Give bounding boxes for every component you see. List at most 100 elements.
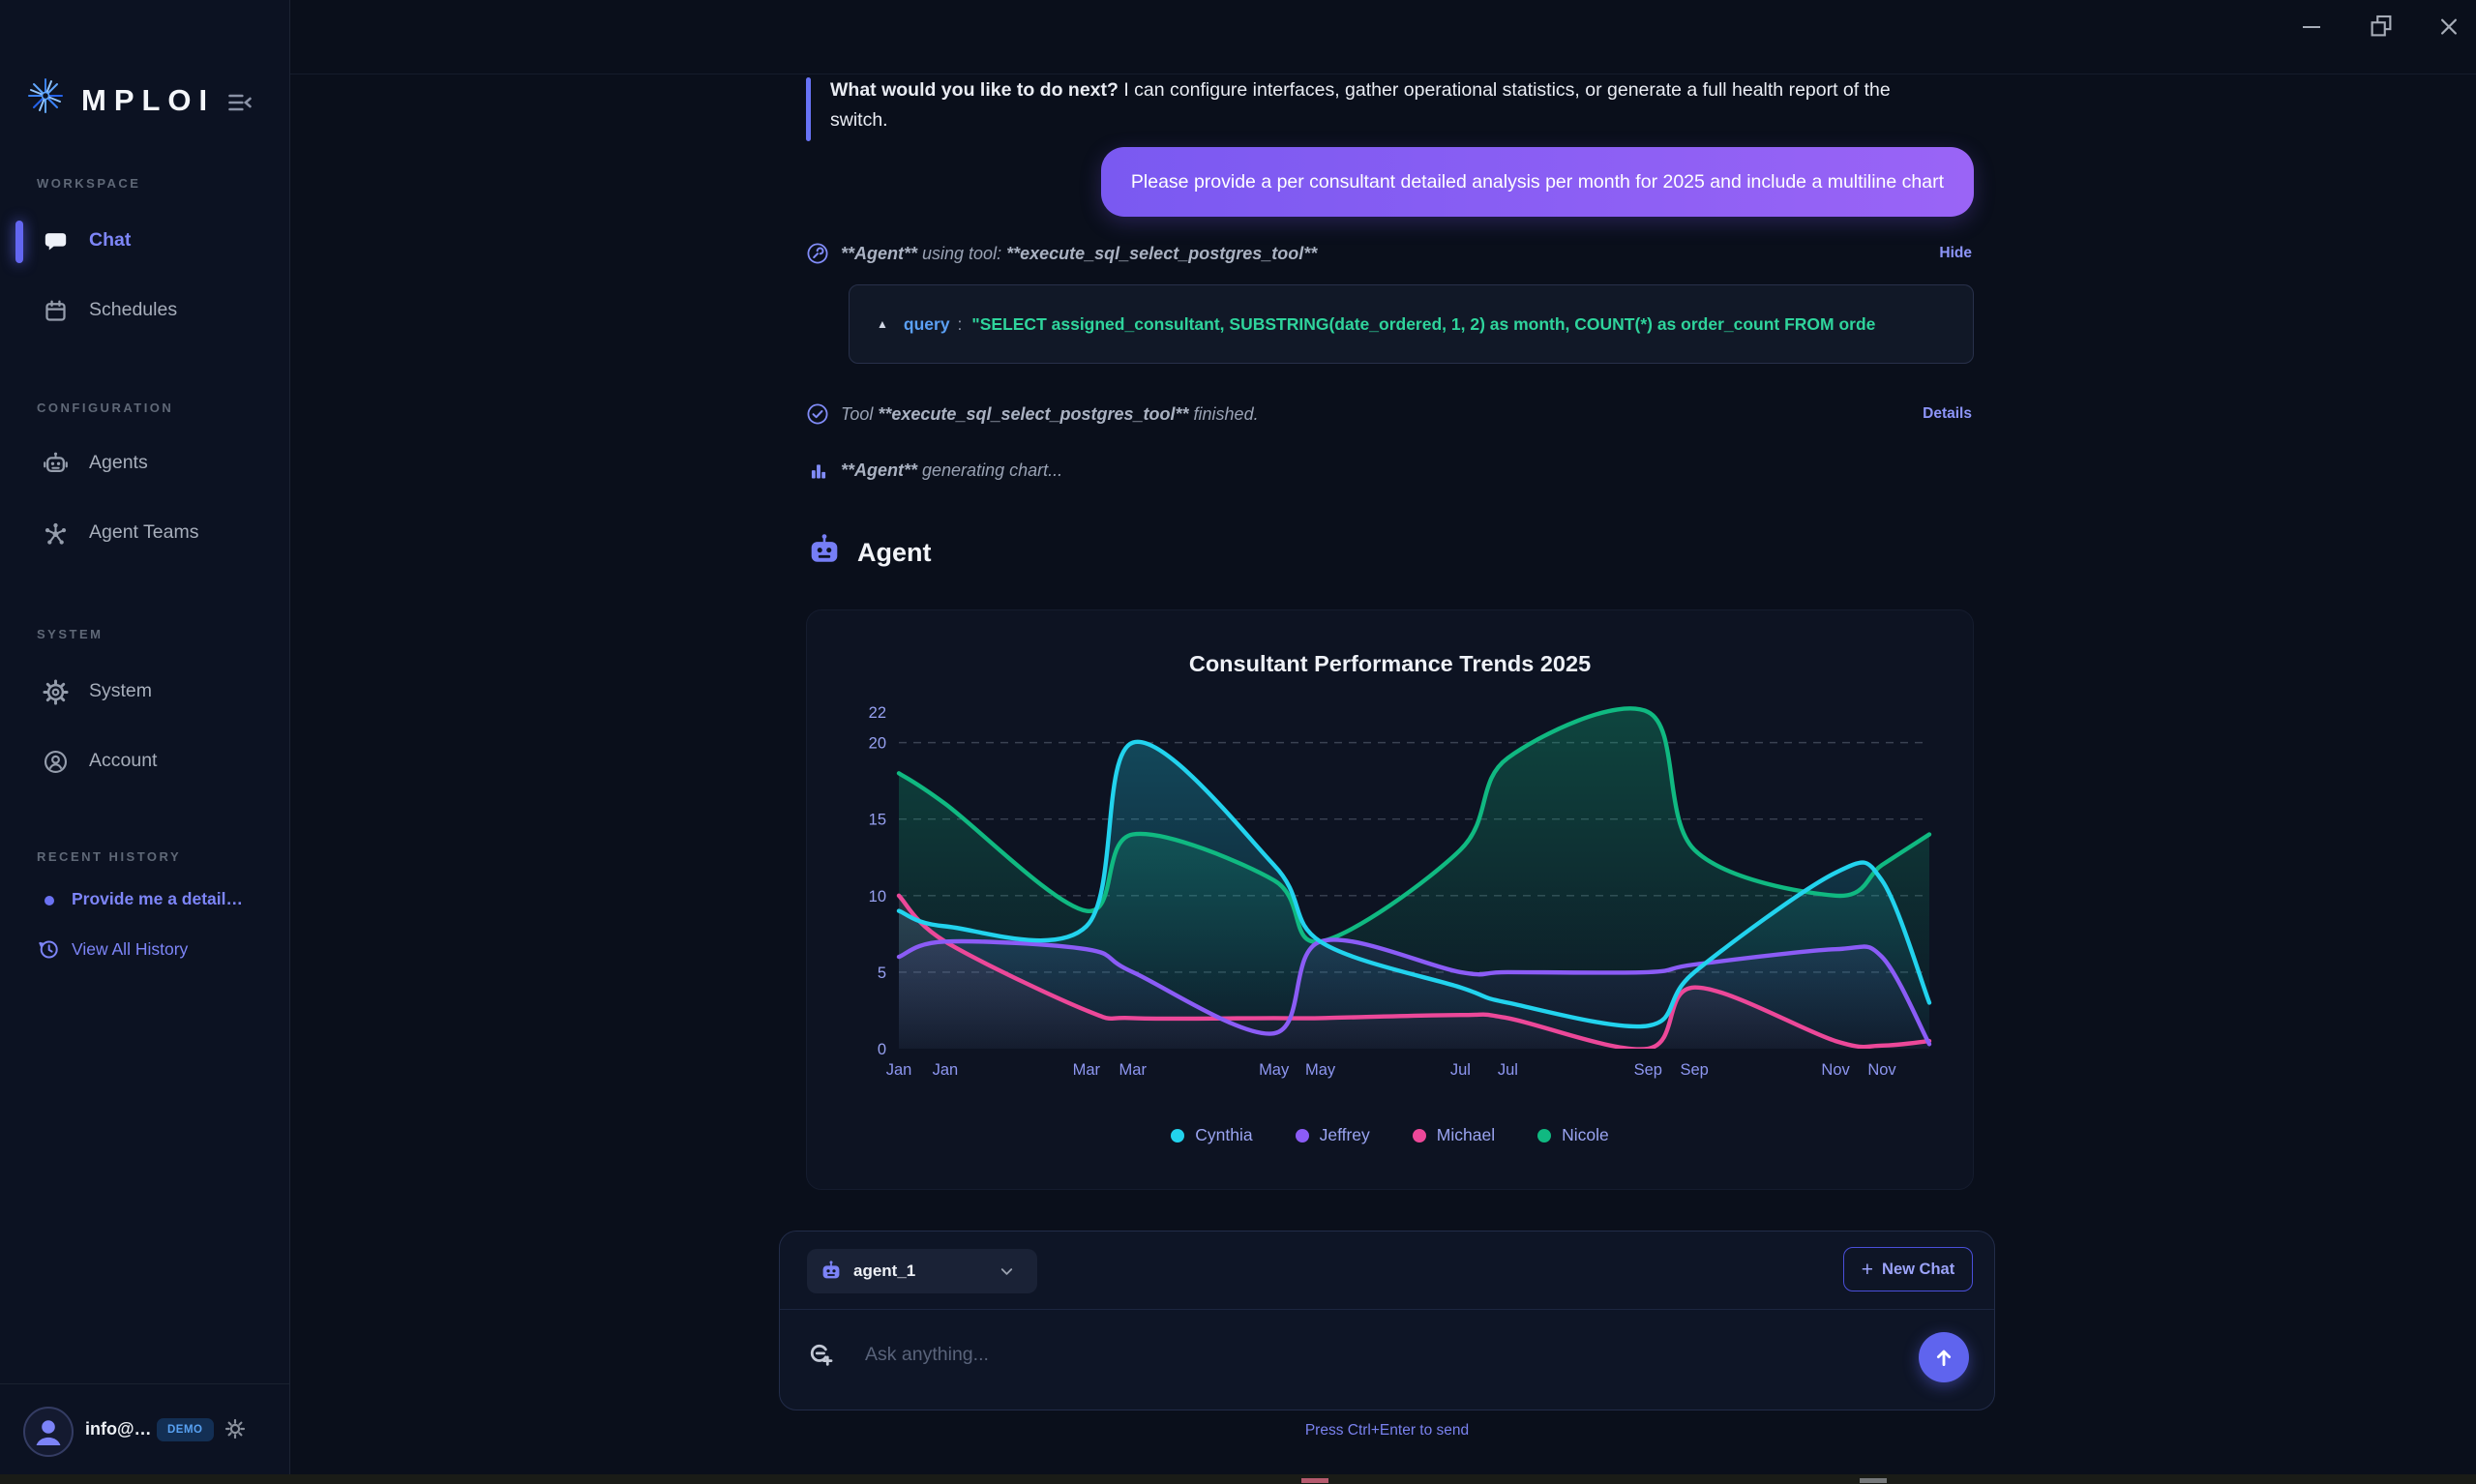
sidebar-item-agents[interactable]: Agents (0, 437, 289, 491)
attach-link-icon[interactable] (807, 1340, 835, 1368)
new-chat-button[interactable]: + New Chat (1843, 1247, 1973, 1291)
chat-icon (45, 233, 67, 251)
x-tick-label: Jan (886, 1061, 912, 1079)
x-tick-label: Mar (1073, 1061, 1101, 1079)
chart-legend: Cynthia Jeffrey Michael Nicole (807, 1125, 1973, 1145)
history-icon (39, 940, 58, 959)
tool-agent-name: **Agent** (841, 244, 918, 263)
generating-chart-message: **Agent** generating chart... (841, 460, 1062, 481)
section-label-workspace: WORKSPACE (37, 176, 141, 191)
window-minimize-button[interactable] (2295, 12, 2328, 41)
chevron-down-icon (1000, 1268, 1013, 1275)
view-all-history-label: View All History (72, 939, 189, 959)
legend-label: Nicole (1562, 1125, 1609, 1144)
tool-name: **execute_sql_select_postgres_tool** (878, 404, 1189, 424)
taskbar-edge (0, 1474, 2476, 1484)
y-tick-label: 5 (878, 965, 886, 982)
view-all-history-link[interactable]: View All History (0, 931, 289, 969)
y-tick-label: 15 (869, 812, 886, 829)
plus-icon: + (1861, 1258, 1874, 1281)
legend-item-cynthia[interactable]: Cynthia (1171, 1125, 1253, 1145)
divider (0, 1383, 289, 1384)
generating-post: generating chart... (917, 460, 1063, 480)
robot-icon (43, 451, 69, 477)
legend-item-michael[interactable]: Michael (1412, 1125, 1496, 1145)
sidebar-item-system[interactable]: System (0, 666, 289, 720)
send-hint: Press Ctrl+Enter to send (1304, 1422, 1470, 1439)
sidebar-item-chat[interactable]: Chat (0, 215, 289, 269)
query-key: query (903, 313, 950, 334)
tool-finished-post: finished. (1188, 404, 1259, 424)
send-button[interactable] (1919, 1332, 1969, 1382)
sidebar-item-label: Account (89, 750, 158, 771)
window-restore-button[interactable] (2365, 12, 2398, 41)
bullet-dot-icon (45, 896, 54, 905)
taskbar-indicator-pink (1301, 1478, 1328, 1483)
network-icon (45, 522, 67, 545)
user-email: info@… (85, 1419, 152, 1439)
x-tick-label: Jan (933, 1061, 959, 1079)
section-label-configuration: CONFIGURATION (37, 401, 174, 415)
section-label-system: SYSTEM (37, 627, 104, 641)
sun-icon[interactable] (223, 1416, 248, 1441)
y-tick-label: 10 (869, 888, 886, 905)
x-tick-label: May (1259, 1061, 1290, 1079)
recent-chat-item[interactable]: Provide me a detail… (0, 882, 289, 921)
assistant-message-accent-bar (806, 77, 811, 141)
x-tick-label: Nov (1821, 1061, 1850, 1079)
legend-dot (1295, 1128, 1309, 1143)
robot-icon (820, 1260, 843, 1283)
tool-using-message: **Agent** using tool: **execute_sql_sele… (841, 244, 1317, 264)
series-line-cynthia (896, 739, 1932, 1029)
legend-dot (1171, 1128, 1185, 1143)
y-tick-label: 20 (869, 735, 886, 753)
assistant-message: What would you like to do next? I can co… (830, 75, 1928, 135)
legend-dot (1537, 1128, 1552, 1143)
legend-label: Michael (1436, 1125, 1496, 1144)
sidebar-item-account[interactable]: Account (0, 735, 289, 789)
details-link[interactable]: Details (1923, 405, 1972, 422)
sidebar-item-label: System (89, 680, 153, 701)
recent-chat-label: Provide me a detail… (72, 889, 244, 908)
user-avatar[interactable] (23, 1407, 74, 1457)
agent-selector-value: agent_1 (853, 1261, 916, 1280)
chart-card: Consultant Performance Trends 2025 0 5 10 1… (806, 609, 1974, 1190)
x-tick-label: Sep (1681, 1061, 1709, 1079)
sidebar-item-label: Chat (89, 229, 132, 251)
query-separator: : (957, 313, 963, 334)
x-tick-label: May (1305, 1061, 1336, 1079)
arrow-up-icon (1936, 1350, 1952, 1366)
user-message-bubble: Please provide a per consultant detailed… (1100, 147, 1974, 217)
series-line-nicole (896, 706, 1932, 944)
sidebar-item-schedules[interactable]: Schedules (0, 284, 289, 339)
tool-agent-name: **Agent** (841, 460, 918, 480)
app-logo-text: MPLOI (81, 83, 216, 117)
x-tick-label: Jul (1498, 1061, 1518, 1079)
sidebar-item-agent-teams[interactable]: Agent Teams (0, 507, 289, 561)
restore-icon (2371, 15, 2392, 37)
assistant-message-bold: What would you like to do next? (830, 79, 1119, 101)
minimize-icon (2303, 26, 2320, 28)
chart-title: Consultant Performance Trends 2025 (1188, 651, 1592, 676)
agent-selector[interactable]: agent_1 (807, 1249, 1037, 1293)
sidebar: MPLOI WORKSPACE Chat Schedules CONFI (0, 0, 290, 1484)
sidebar-item-label: Agent Teams (89, 521, 199, 543)
legend-dot (1412, 1128, 1426, 1143)
legend-label: Cynthia (1195, 1125, 1253, 1144)
demo-badge: DEMO (157, 1418, 214, 1441)
collapse-triangle-icon[interactable]: ▲ (877, 317, 888, 331)
tool-wrench-icon (807, 243, 828, 264)
bar-chart-icon (811, 464, 826, 479)
sql-query-box: ▲ query : "SELECT assigned_consultant, S… (849, 284, 1974, 364)
hide-link[interactable]: Hide (1939, 245, 1972, 261)
window-close-button[interactable] (2432, 12, 2465, 41)
y-tick-label: 0 (878, 1041, 886, 1058)
sidebar-item-label: Schedules (89, 299, 178, 320)
legend-item-jeffrey[interactable]: Jeffrey (1295, 1125, 1370, 1145)
sidebar-collapse-icon[interactable] (226, 89, 254, 116)
divider (780, 1309, 1994, 1310)
message-input[interactable] (863, 1324, 1854, 1384)
legend-item-nicole[interactable]: Nicole (1537, 1125, 1609, 1145)
tool-using-mid: using tool: (917, 244, 1007, 263)
agent-heading: Agent (857, 538, 932, 567)
